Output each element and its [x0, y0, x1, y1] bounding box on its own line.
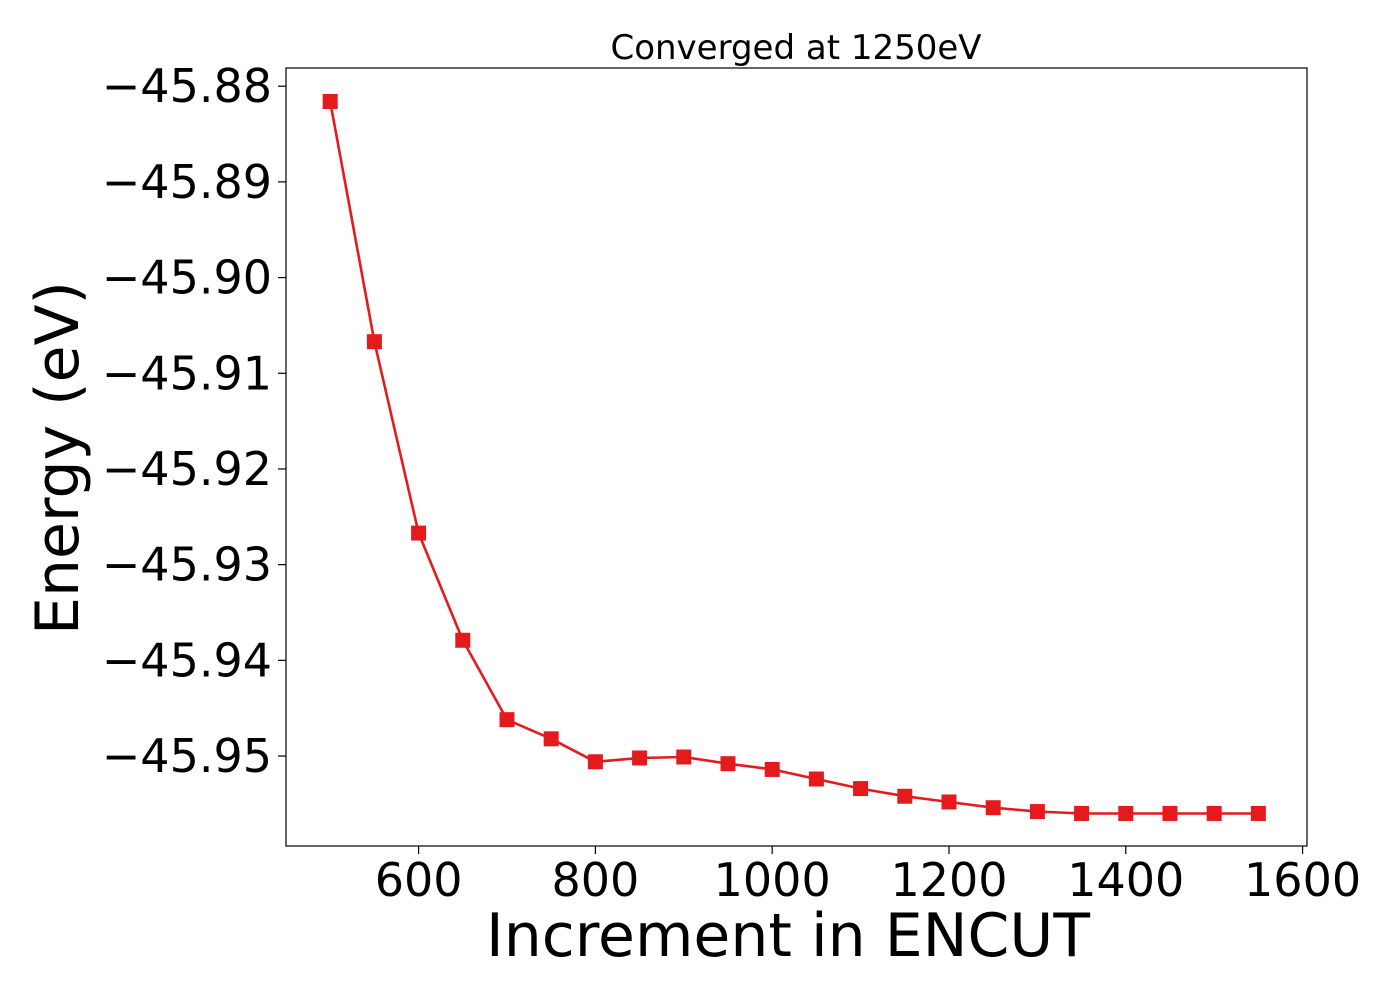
y-tick-label: −45.89: [102, 155, 272, 209]
y-tick-label: −45.94: [102, 633, 272, 687]
data-point: [366, 334, 382, 350]
x-tick-label: 800: [551, 853, 639, 907]
data-point: [1029, 804, 1045, 820]
x-tick-label: 1200: [890, 853, 1007, 907]
data-point: [1074, 805, 1090, 821]
data-point: [941, 794, 957, 810]
x-tick-label: 600: [375, 853, 463, 907]
x-tick-label: 1600: [1244, 853, 1361, 907]
data-point: [632, 750, 648, 766]
plot-frame: [285, 67, 1308, 847]
data-point: [676, 749, 692, 765]
data-point: [322, 93, 338, 109]
data-point: [1250, 805, 1266, 821]
y-tick-label: −45.88: [102, 59, 272, 113]
data-point: [720, 756, 736, 772]
x-tick-label: 1400: [1067, 853, 1184, 907]
x-axis: 600 800 1000 1200 1400 1600: [375, 846, 1361, 907]
series-line: [328, 101, 1259, 815]
data-point: [808, 771, 824, 787]
data-point: [455, 632, 471, 648]
y-tick-label: −45.91: [102, 346, 272, 400]
data-point: [1206, 805, 1222, 821]
y-tick-label: −45.90: [102, 251, 272, 305]
data-point: [587, 754, 603, 770]
y-tick-label: −45.95: [102, 729, 272, 783]
data-point: [764, 761, 780, 777]
data-point: [985, 800, 1001, 816]
data-point: [543, 731, 559, 747]
data-point: [411, 525, 427, 541]
data-point: [853, 781, 869, 797]
y-axis: −45.88 −45.89 −45.90 −45.91 −45.92 −45.93 −45.…: [102, 59, 286, 783]
y-tick-label: −45.93: [102, 538, 272, 592]
chart-title: Converged at 1250eV: [610, 28, 981, 68]
data-point: [499, 712, 515, 728]
plot-area: [285, 67, 1308, 847]
x-tick-label: 1000: [714, 853, 831, 907]
data-point: [1162, 805, 1178, 821]
x-axis-label: Increment in ENCUT: [486, 901, 1090, 971]
y-tick-label: −45.92: [102, 442, 272, 496]
data-point: [897, 788, 913, 804]
y-axis-label: Energy (eV): [23, 281, 93, 635]
data-point: [1118, 805, 1134, 821]
